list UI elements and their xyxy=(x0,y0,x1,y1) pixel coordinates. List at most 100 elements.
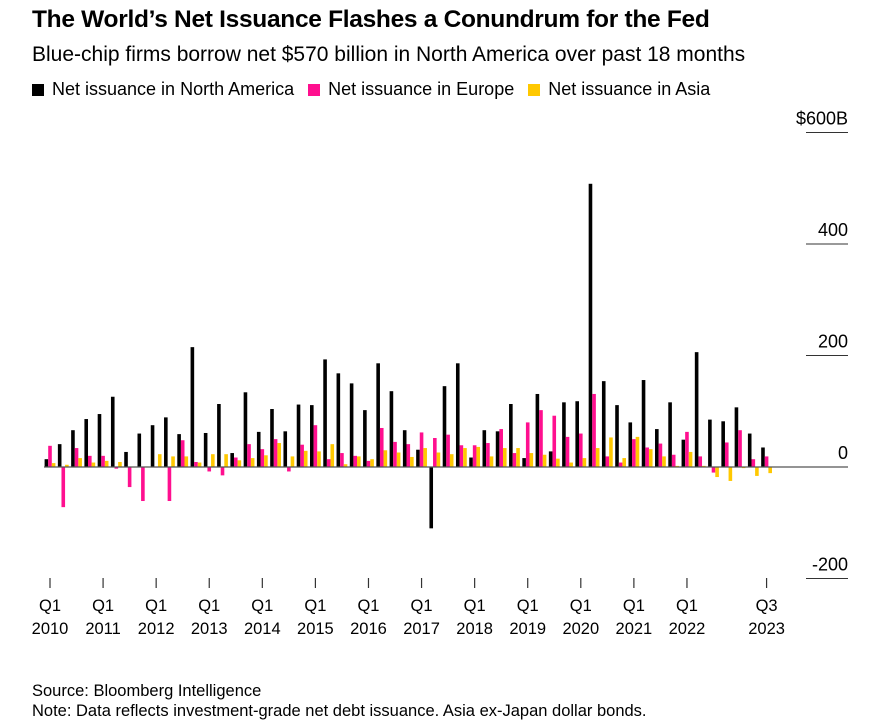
bar-net-issuance-in-europe-q1-2010 xyxy=(48,445,52,467)
bar-net-issuance-in-asia-q2-2020 xyxy=(595,448,600,467)
legend-swatch-europe xyxy=(308,83,321,96)
bar-net-issuance-in-asia-q2-2012 xyxy=(171,456,175,467)
bar-net-issuance-in-north-america-q2-2013 xyxy=(217,404,221,467)
bar-net-issuance-in-north-america-q4-2019 xyxy=(562,402,566,467)
bar-net-issuance-in-europe-q3-2016 xyxy=(393,441,397,467)
bar-net-issuance-in-north-america-q2-2010 xyxy=(57,444,62,467)
bar-net-issuance-in-asia-q1-2019 xyxy=(529,453,534,467)
bar-net-issuance-in-asia-q4-2020 xyxy=(622,458,627,467)
bar-net-issuance-in-north-america-q3-2011 xyxy=(124,451,128,467)
bar-net-issuance-in-north-america-q1-2019 xyxy=(522,458,526,467)
x-tick-label-quarter: Q1 xyxy=(623,597,645,615)
bar-net-issuance-in-europe-q3-2013 xyxy=(233,457,238,467)
bar-net-issuance-in-north-america-q1-2020 xyxy=(575,401,579,467)
bar-net-issuance-in-north-america-q2-2023 xyxy=(747,433,752,467)
data-note: Note: Data reflects investment-grade net… xyxy=(32,702,647,720)
bar-net-issuance-in-europe-q2-2013 xyxy=(220,467,225,476)
chart-subtitle: Blue-chip firms borrow net $570 billion … xyxy=(32,43,746,66)
bar-net-issuance-in-europe-q3-2019 xyxy=(552,415,557,467)
bar-net-issuance-in-north-america-q1-2017 xyxy=(416,449,420,467)
bar-net-issuance-in-asia-q3-2020 xyxy=(609,437,613,467)
bar-net-issuance-in-europe-q2-2018 xyxy=(486,443,490,467)
bar-net-issuance-in-europe-q1-2018 xyxy=(472,445,477,467)
bar-net-issuance-in-north-america-q4-2013 xyxy=(243,392,248,467)
bar-net-issuance-in-north-america-q2-2020 xyxy=(588,183,593,468)
bar-net-issuance-in-europe-q2-2014 xyxy=(273,439,278,468)
bar-net-issuance-in-europe-q1-2023 xyxy=(738,430,742,467)
bar-net-issuance-in-europe-q3-2022 xyxy=(711,467,716,473)
bar-net-issuance-in-asia-q4-2017 xyxy=(463,448,467,467)
bar-net-issuance-in-north-america-q2-2021 xyxy=(641,380,646,467)
bar-net-issuance-in-north-america-q1-2012 xyxy=(150,425,155,467)
bar-net-issuance-in-asia-q3-2016 xyxy=(396,452,401,467)
bar-net-issuance-in-europe-q4-2017 xyxy=(459,445,464,467)
bar-net-issuance-in-europe-q1-2013 xyxy=(207,467,212,472)
x-tick-label-quarter: Q3 xyxy=(756,597,778,615)
bar-net-issuance-in-europe-q4-2022 xyxy=(724,442,729,467)
bar-net-issuance-in-north-america-q1-2018 xyxy=(469,457,473,467)
x-tick-label-quarter: Q1 xyxy=(198,597,220,615)
legend-item-europe: Net issuance in Europe xyxy=(308,79,514,100)
legend-label-europe: Net issuance in Europe xyxy=(328,79,515,99)
bar-net-issuance-in-europe-q1-2022 xyxy=(685,431,689,467)
legend-item-asia: Net issuance in Asia xyxy=(528,79,710,100)
x-tick-label-quarter: Q1 xyxy=(517,597,539,615)
bar-net-issuance-in-europe-q2-2023 xyxy=(751,459,756,467)
bar-net-issuance-in-north-america-q4-2010 xyxy=(84,419,89,467)
bar-net-issuance-in-north-america-q2-2018 xyxy=(482,430,487,467)
bar-net-issuance-in-asia-q1-2020 xyxy=(582,458,587,467)
footer: Source: Bloomberg Intelligence Note: Dat… xyxy=(32,681,647,721)
bar-net-issuance-in-north-america-q4-2014 xyxy=(296,404,301,467)
y-tick-label: 0 xyxy=(838,443,848,463)
bar-net-issuance-in-europe-q3-2017 xyxy=(446,434,450,467)
x-tick-label-quarter: Q1 xyxy=(304,597,326,615)
bar-net-issuance-in-asia-q2-2013 xyxy=(224,454,228,467)
bar-net-issuance-in-europe-q1-2011 xyxy=(101,455,105,467)
bar-net-issuance-in-north-america-q4-2021 xyxy=(668,402,672,467)
bar-net-issuance-in-europe-q3-2014 xyxy=(287,467,291,472)
bar-net-issuance-in-north-america-q2-2014 xyxy=(270,409,274,467)
bar-net-issuance-in-europe-q3-2021 xyxy=(658,443,663,467)
bar-net-issuance-in-europe-q2-2021 xyxy=(645,447,649,467)
bar-net-issuance-in-north-america-q4-2011 xyxy=(137,433,142,467)
bar-net-issuance-in-asia-q1-2018 xyxy=(476,446,481,467)
bar-net-issuance-in-north-america-q2-2022 xyxy=(694,352,699,467)
legend-swatch-asia xyxy=(528,83,541,96)
bar-net-issuance-in-north-america-q1-2016 xyxy=(363,410,367,467)
bar-net-issuance-in-asia-q2-2021 xyxy=(648,449,653,467)
bar-net-issuance-in-europe-q1-2014 xyxy=(260,449,265,467)
bar-net-issuance-in-europe-q4-2014 xyxy=(300,444,304,467)
bar-net-issuance-in-europe-q2-2012 xyxy=(167,467,172,502)
bar-net-issuance-in-north-america-q1-2022 xyxy=(681,439,686,467)
bar-net-issuance-in-asia-q2-2018 xyxy=(489,456,494,467)
x-tick-label-quarter: Q1 xyxy=(570,597,592,615)
bar-net-issuance-in-asia-q1-2017 xyxy=(423,448,427,467)
bar-net-issuance-in-europe-q2-2017 xyxy=(433,438,437,467)
bar-net-issuance-in-north-america-q2-2019 xyxy=(535,393,540,467)
bar-net-issuance-in-europe-q2-2016 xyxy=(379,427,384,467)
bar-net-issuance-in-asia-q4-2013 xyxy=(250,458,255,467)
bar-net-issuance-in-europe-q3-2010 xyxy=(74,448,79,467)
x-tick-label-year: 2014 xyxy=(244,620,281,638)
bar-net-issuance-in-north-america-q3-2014 xyxy=(283,431,288,467)
x-tick-label-year: 2021 xyxy=(616,620,653,638)
bar-net-issuance-in-north-america-q3-2021 xyxy=(655,429,659,467)
bar-net-issuance-in-europe-q2-2020 xyxy=(592,393,596,467)
bar-net-issuance-in-europe-q4-2020 xyxy=(618,462,623,467)
bar-net-issuance-in-europe-q3-2020 xyxy=(605,456,610,467)
legend-label-north-america: Net issuance in North America xyxy=(52,79,295,99)
bar-net-issuance-in-asia-q4-2012 xyxy=(197,462,202,467)
x-tick-label-quarter: Q1 xyxy=(92,597,114,615)
bar-net-issuance-in-europe-q3-2011 xyxy=(127,467,132,488)
bar-net-issuance-in-north-america-q3-2020 xyxy=(601,381,606,467)
legend-item-north-america: Net issuance in North America xyxy=(32,79,294,100)
bar-net-issuance-in-north-america-q4-2016 xyxy=(402,430,407,467)
bar-net-issuance-in-north-america-q3-2016 xyxy=(389,391,394,467)
bar-net-issuance-in-north-america-q3-2017 xyxy=(442,386,447,467)
bar-net-issuance-in-north-america-q2-2012 xyxy=(164,417,168,467)
bar-net-issuance-in-europe-q1-2020 xyxy=(579,433,583,467)
bar-net-issuance-in-asia-q4-2018 xyxy=(516,448,520,467)
bar-net-issuance-in-north-america-q4-2015 xyxy=(349,383,354,468)
bar-net-issuance-in-north-america-q3-2022 xyxy=(708,419,712,467)
bar-net-issuance-in-asia-q4-2019 xyxy=(569,462,573,467)
